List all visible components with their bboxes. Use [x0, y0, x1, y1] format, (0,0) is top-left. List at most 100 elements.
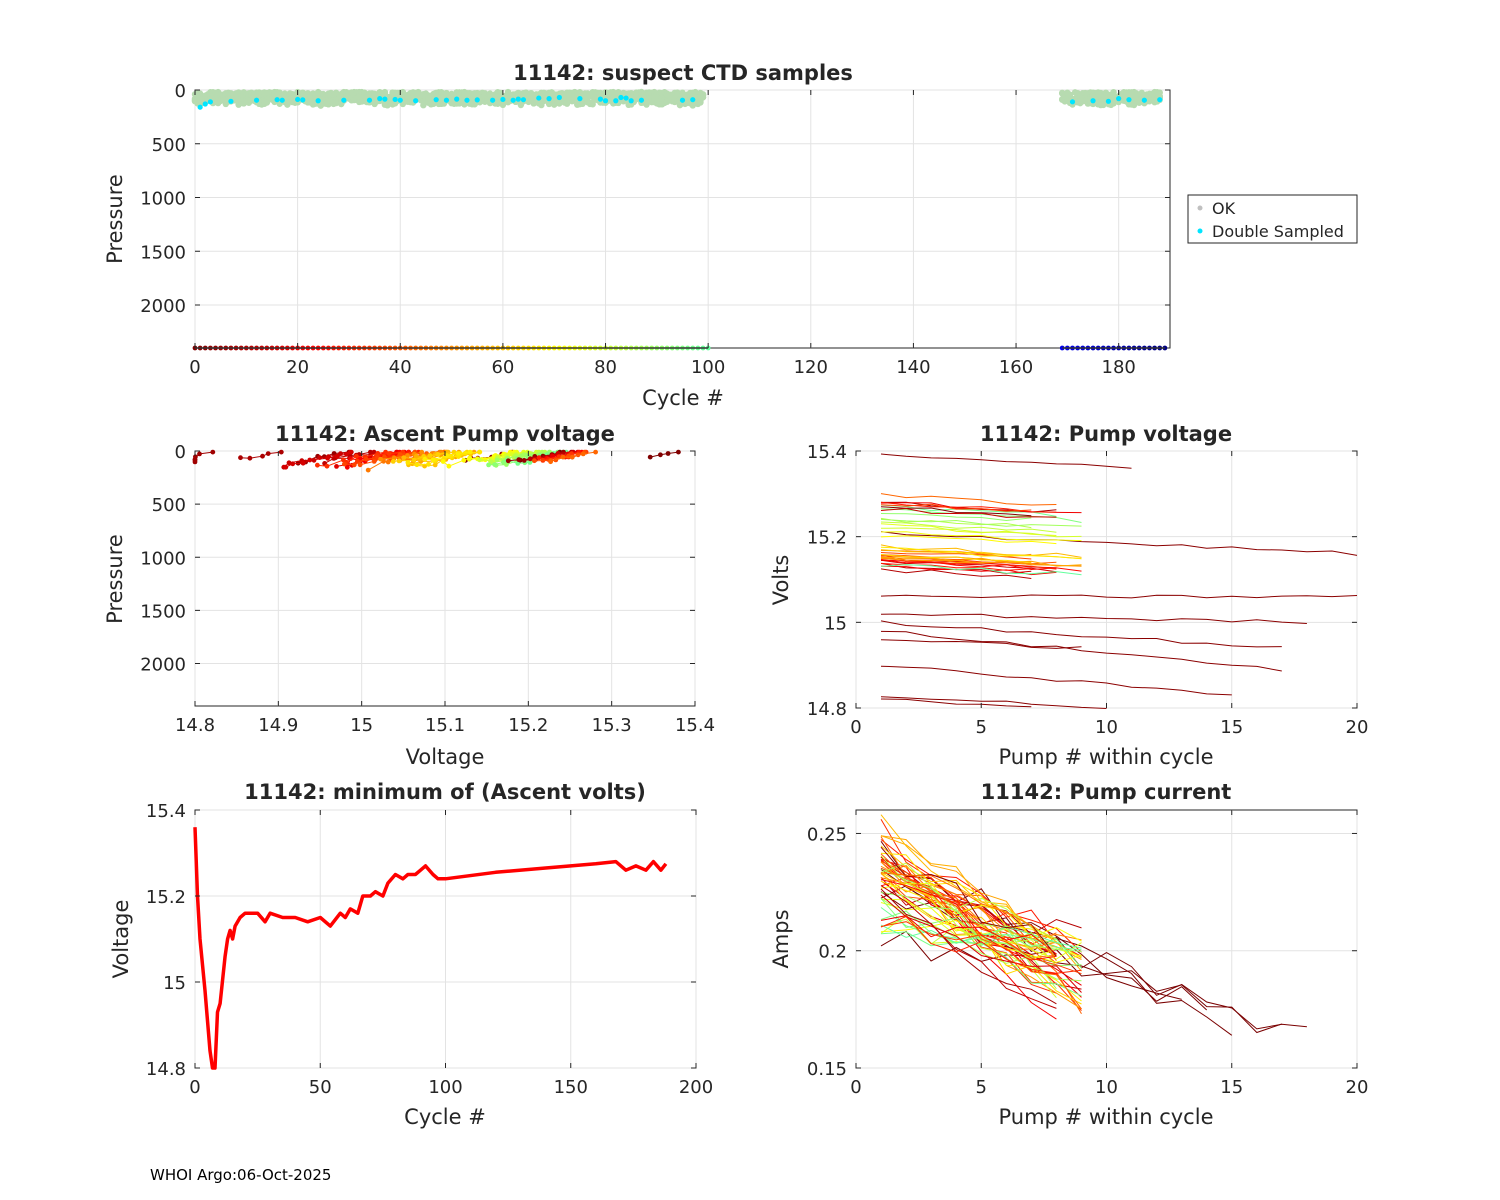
- pump-voltage-point: [401, 455, 407, 460]
- double-sampled-point: [613, 98, 619, 104]
- pump-current-line: [880, 894, 1082, 993]
- double-sampled-point: [397, 97, 403, 103]
- pump-voltage-point: [247, 455, 253, 461]
- pump-voltage-point: [311, 457, 317, 463]
- x-tick-label: 0: [850, 1077, 861, 1098]
- x-tick-label: 20: [1346, 717, 1369, 738]
- pump-voltage-point: [446, 463, 452, 469]
- pump-voltage-point: [461, 457, 467, 463]
- pump-voltage-line: [880, 556, 1082, 567]
- double-sampled-point: [602, 98, 609, 104]
- pump-voltage-point: [363, 456, 369, 462]
- pump-voltage-point: [342, 461, 347, 467]
- pump-voltage-point: [315, 462, 320, 468]
- double-sampled-point: [433, 97, 439, 103]
- pump-voltage-line: [880, 696, 1107, 709]
- panel1-xlabel: Cycle #: [642, 386, 724, 410]
- pump-voltage-point: [516, 457, 522, 463]
- ok-sample: [689, 102, 696, 109]
- y-tick-label: 0.15: [807, 1059, 847, 1080]
- x-tick-label: 15: [1220, 717, 1243, 738]
- pump-voltage-point: [351, 462, 357, 468]
- x-tick-label: 20: [286, 357, 309, 378]
- pump-voltage-point: [378, 456, 383, 462]
- ok-sample: [699, 94, 707, 101]
- double-sampled-point: [536, 95, 542, 101]
- double-sampled-point: [274, 97, 280, 103]
- pump-current-line: [880, 885, 1307, 1030]
- pump-current-line: [880, 924, 1082, 949]
- y-tick-label: 1000: [140, 548, 186, 569]
- double-sampled-point: [474, 97, 480, 103]
- x-tick-label: 0: [189, 1077, 200, 1098]
- y-tick-label: 15: [163, 973, 186, 994]
- pump-voltage-point: [527, 456, 533, 462]
- pump-voltage-line: [880, 559, 1057, 573]
- pump-voltage-point: [455, 451, 461, 456]
- double-sampled-point: [1126, 97, 1132, 103]
- pump-voltage-line: [880, 639, 1082, 649]
- pump-voltage-point: [343, 451, 349, 457]
- pump-current-line: [880, 872, 1057, 961]
- pump-voltage-point: [283, 464, 289, 470]
- pump-voltage-point: [354, 453, 359, 459]
- legend-double-sampled-label: Double Sampled: [1212, 222, 1344, 241]
- ok-sample: [643, 101, 650, 108]
- pump-voltage-line: [880, 493, 1057, 506]
- double-sampled-point: [500, 96, 506, 103]
- y-tick-label: 0: [175, 442, 186, 463]
- x-tick-label: 200: [679, 1077, 713, 1098]
- pump-voltage-point: [451, 449, 457, 455]
- pump-current-line: [880, 855, 1057, 999]
- pump-voltage-point: [676, 449, 681, 455]
- x-tick-label: 15.1: [425, 715, 465, 736]
- panel3-ylabel: Volts: [769, 555, 793, 606]
- double-sampled-point: [556, 94, 562, 101]
- pump-voltage-point: [569, 454, 575, 460]
- ok-sample: [610, 88, 617, 96]
- double-sampled-point: [490, 97, 496, 103]
- x-tick-label: 14.9: [258, 715, 298, 736]
- pump-voltage-point: [430, 457, 436, 462]
- pump-voltage-line: [880, 620, 1282, 648]
- x-tick-label: 180: [1102, 357, 1136, 378]
- pump-voltage-point: [192, 459, 198, 465]
- pump-voltage-line: [880, 507, 1057, 518]
- pump-voltage-point: [560, 454, 566, 460]
- pump-voltage-point: [371, 459, 377, 464]
- x-tick-label: 140: [896, 357, 930, 378]
- pump-voltage-point: [278, 449, 284, 455]
- pump-voltage-line: [880, 531, 1358, 556]
- legend-ok-marker: [1197, 205, 1203, 211]
- pump-voltage-point: [521, 458, 527, 463]
- pump-voltage-point: [265, 451, 271, 456]
- panel2-title: 11142: Ascent Pump voltage: [275, 422, 615, 446]
- pump-current-line: [880, 885, 1057, 1009]
- double-sampled-point: [577, 96, 583, 102]
- pump-voltage-trace: [359, 451, 416, 466]
- pump-current-line: [880, 915, 1057, 955]
- pump-current-line: [880, 853, 1082, 1010]
- ok-sample: [1066, 91, 1074, 98]
- pump-voltage-point: [385, 459, 391, 465]
- double-sampled-point: [1069, 99, 1076, 105]
- pump-voltage-line: [880, 554, 1032, 564]
- pump-voltage-point: [344, 464, 350, 470]
- pump-voltage-point: [290, 461, 296, 467]
- panel-pump-current: 0 5 10 15 200.150.20.25 11142: Pump current …: [769, 780, 1368, 1129]
- pump-current-line: [880, 888, 1057, 1005]
- double-sampled-point: [1157, 97, 1163, 103]
- y-tick-label: 500: [152, 495, 186, 516]
- pump-voltage-line: [880, 535, 1057, 545]
- double-sampled-point: [1116, 96, 1122, 102]
- panel-ascent-pump-voltage: 14.8 14.9 15 15.1 15.2 15.3 15.4 0 500 1000 1500 20…: [103, 422, 715, 769]
- x-tick-label: 15.3: [592, 715, 632, 736]
- pump-voltage-point: [427, 453, 433, 458]
- y-tick-label: 15.2: [807, 528, 847, 549]
- double-sampled-point: [546, 96, 552, 102]
- pump-voltage-line: [880, 527, 1082, 538]
- x-tick-label: 50: [309, 1077, 332, 1098]
- double-sampled-point: [1090, 98, 1096, 104]
- pump-current-line: [880, 852, 1057, 942]
- pump-voltage-line: [880, 630, 1282, 672]
